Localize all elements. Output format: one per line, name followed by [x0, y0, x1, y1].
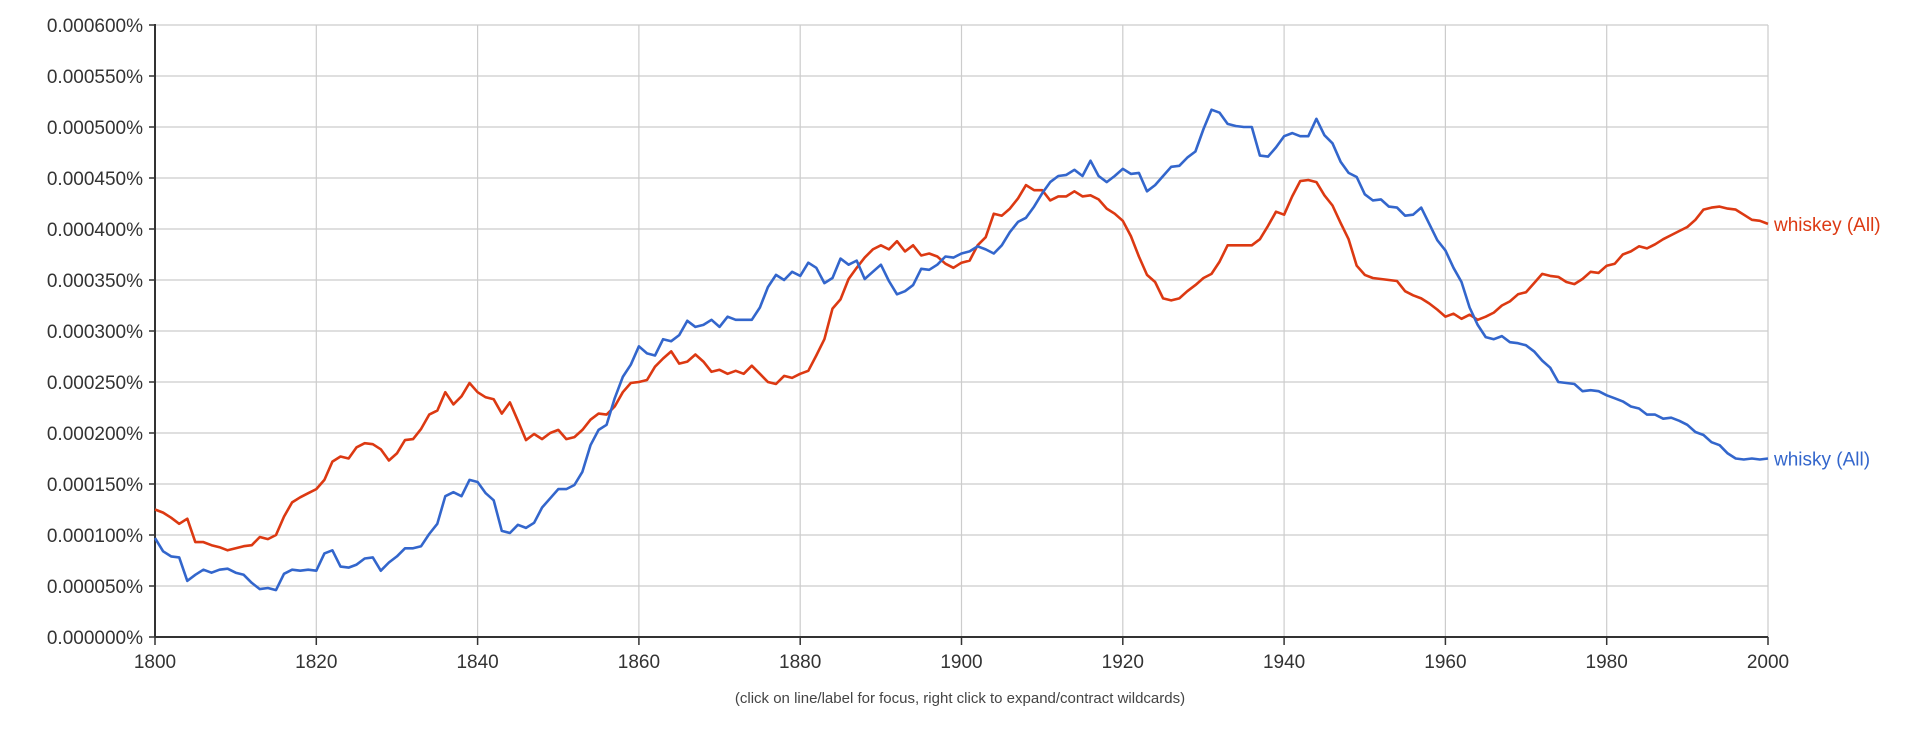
chart-footnote: (click on line/label for focus, right cl…	[735, 690, 1185, 707]
y-axis-ticks: 0.000000% 0.000050% 0.000100% 0.000150% 0.00…	[47, 16, 143, 649]
x-tick-label: 1940	[1263, 652, 1305, 673]
x-tick-label: 1880	[779, 652, 821, 673]
series-lines[interactable]	[153, 108, 1769, 592]
series-line-whiskey[interactable]	[154, 178, 1769, 552]
x-tick-label: 2000	[1747, 652, 1789, 673]
y-tick-label: 0.000200%	[47, 424, 143, 445]
series-line-whisky[interactable]	[153, 108, 1769, 592]
grid	[155, 24, 1769, 637]
y-tick-label: 0.000350%	[47, 271, 143, 292]
y-tick-label: 0.000450%	[47, 169, 143, 190]
series-label-whisky[interactable]: whisky (All)	[1773, 450, 1870, 471]
x-tick-label: 1960	[1424, 652, 1466, 673]
y-tick-label: 0.000000%	[47, 628, 143, 649]
y-tick-label: 0.000250%	[47, 373, 143, 394]
x-tick-label: 1980	[1586, 652, 1628, 673]
x-tick-label: 1860	[618, 652, 660, 673]
y-tick-label: 0.000100%	[47, 526, 143, 547]
x-tick-label: 1920	[1102, 652, 1144, 673]
y-tick-label: 0.000050%	[47, 577, 143, 598]
x-tick-label: 1840	[456, 652, 498, 673]
y-tick-label: 0.000500%	[47, 118, 143, 139]
y-tick-label: 0.000600%	[47, 16, 143, 37]
y-tick-label: 0.000150%	[47, 475, 143, 496]
x-tick-label: 1820	[295, 652, 337, 673]
series-label-whiskey[interactable]: whiskey (All)	[1773, 215, 1881, 236]
series-labels[interactable]: whiskey (All) whisky (All)	[1773, 215, 1881, 471]
axes	[149, 24, 1769, 645]
x-axis-ticks: 1800 1820 1840 1860 1880 1900 1920 1940 1960 1980…	[134, 652, 1789, 673]
x-tick-label: 1900	[940, 652, 982, 673]
y-tick-label: 0.000300%	[47, 322, 143, 343]
x-tick-label: 1800	[134, 652, 176, 673]
y-tick-label: 0.000550%	[47, 67, 143, 88]
y-tick-label: 0.000400%	[47, 220, 143, 241]
